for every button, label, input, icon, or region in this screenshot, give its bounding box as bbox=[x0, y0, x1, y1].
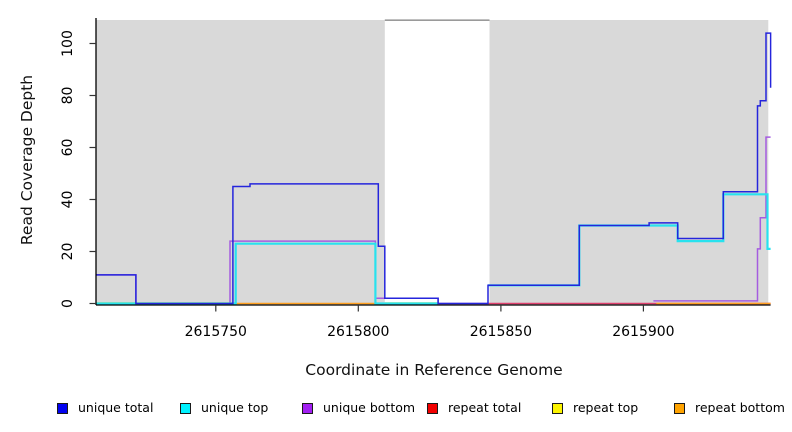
series-lines bbox=[96, 32, 772, 305]
x-tick-label: 2615900 bbox=[612, 324, 674, 340]
series-line-unique-bottom bbox=[653, 136, 771, 302]
series-line-unique-total bbox=[96, 32, 772, 305]
y-tick-label: 100 bbox=[60, 30, 76, 57]
shaded-region bbox=[96, 20, 385, 305]
y-tick-label: 80 bbox=[60, 87, 76, 105]
tick-labels: 2615750 2615800 2615850 2615900 0 20 40 60 80 100 bbox=[60, 30, 675, 340]
y-tick-label: 20 bbox=[60, 243, 76, 261]
x-tick-label: 2615850 bbox=[470, 324, 532, 340]
y-axis-title: Read Coverage Depth bbox=[18, 74, 36, 246]
y-tick-label: 60 bbox=[60, 139, 76, 157]
plot-background bbox=[96, 19, 769, 305]
shaded-region bbox=[489, 20, 769, 305]
tick-marks bbox=[89, 42, 645, 312]
x-tick-label: 2615800 bbox=[327, 324, 389, 340]
y-tick-label: 40 bbox=[60, 191, 76, 209]
x-axis-title: Coordinate in Reference Genome bbox=[305, 361, 563, 379]
y-tick-label: 0 bbox=[60, 299, 76, 308]
x-tick-label: 2615750 bbox=[185, 324, 247, 340]
axes bbox=[95, 18, 771, 306]
